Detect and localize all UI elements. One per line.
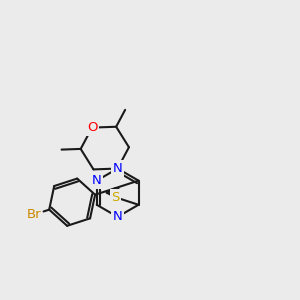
Text: O: O xyxy=(87,121,97,134)
Text: S: S xyxy=(111,191,120,204)
Text: N: N xyxy=(113,210,122,223)
Text: N: N xyxy=(92,174,102,187)
Text: N: N xyxy=(113,162,122,175)
Text: Br: Br xyxy=(26,208,41,221)
